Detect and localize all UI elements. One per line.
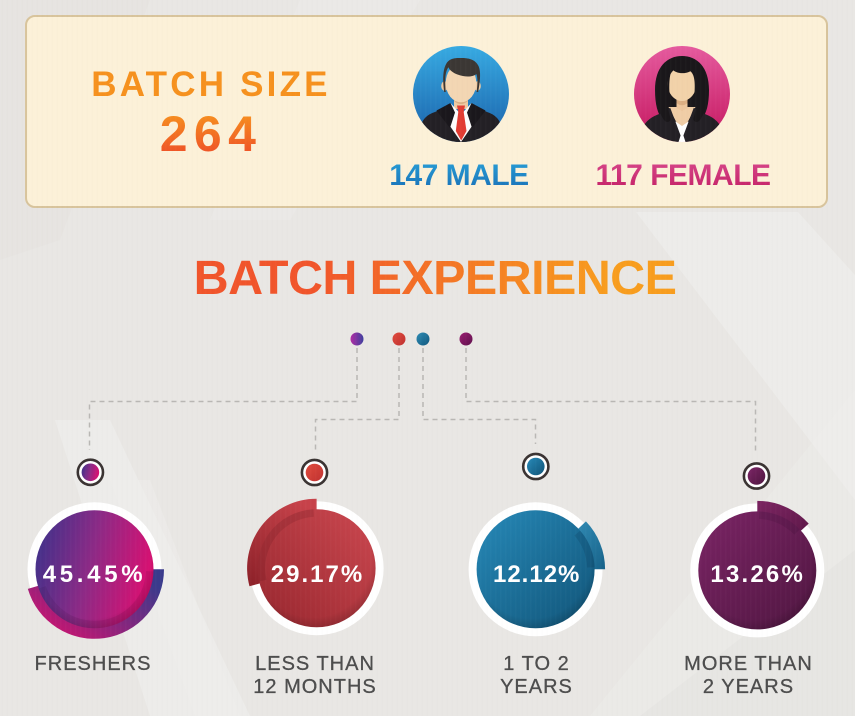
svg-text:13.26%: 13.26% [710, 561, 805, 588]
svg-text:29.17%: 29.17% [271, 561, 364, 588]
svg-text:12.12%: 12.12% [493, 561, 580, 588]
svg-text:45.45%: 45.45% [43, 561, 147, 588]
